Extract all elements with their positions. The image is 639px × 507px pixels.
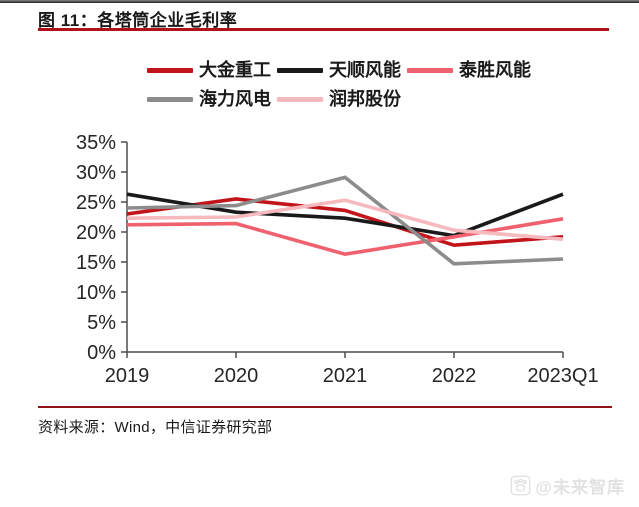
y-tick-label: 25% <box>76 192 116 214</box>
legend-item-haili: 海力风电 <box>147 89 271 109</box>
legend-item-taisheng: 泰胜风能 <box>407 60 531 80</box>
legend-swatch-tianshun <box>277 67 323 73</box>
y-tick-label: 30% <box>76 162 116 184</box>
y-tick-label: 0% <box>87 342 116 364</box>
legend-row-2: 海力风电 润邦股份 <box>147 89 537 109</box>
x-tick-label: 2023Q1 <box>527 365 598 387</box>
series-line-4 <box>126 198 564 241</box>
page-title: 图 11：各塔筒企业毛利率 <box>38 11 238 30</box>
watermark: @未来智库 <box>510 473 625 498</box>
x-tick-label: 2021 <box>323 365 368 387</box>
paw-icon <box>511 475 531 496</box>
footer-rule <box>38 406 612 408</box>
y-tick-label: 35% <box>76 132 116 154</box>
legend-swatch-taisheng <box>407 67 453 73</box>
y-tick-label: 20% <box>76 222 116 244</box>
series-line-0 <box>126 197 564 248</box>
legend-label-haili: 海力风电 <box>199 89 271 109</box>
legend-swatch-runbang <box>277 96 323 102</box>
y-tick-label: 10% <box>76 282 116 304</box>
legend-label-tianshun: 天顺风能 <box>329 60 401 80</box>
x-tick-label: 2020 <box>214 365 259 387</box>
x-tick-label: 2019 <box>105 365 150 387</box>
series-line-2 <box>126 217 564 257</box>
legend-label-taisheng: 泰胜风能 <box>459 60 531 80</box>
chart-legend: 大金重工 天顺风能 泰胜风能 海力风电 润邦股份 <box>147 60 537 109</box>
legend-item-dajin: 大金重工 <box>147 60 271 80</box>
watermark-text: @未来智库 <box>535 478 625 497</box>
page-top-border <box>0 0 639 3</box>
y-tick-label: 5% <box>87 312 116 334</box>
legend-item-tianshun: 天顺风能 <box>277 60 401 80</box>
title-underline-rule <box>38 28 609 31</box>
legend-swatch-haili <box>147 96 193 102</box>
legend-label-dajin: 大金重工 <box>199 60 271 80</box>
legend-row-1: 大金重工 天顺风能 泰胜风能 <box>147 60 537 80</box>
legend-label-runbang: 润邦股份 <box>329 89 401 109</box>
axes <box>126 142 563 353</box>
y-tick-label: 15% <box>76 252 116 274</box>
series-line-3 <box>126 175 564 266</box>
source-note: 资料来源：Wind，中信证券研究部 <box>38 419 273 436</box>
legend-swatch-dajin <box>147 67 193 73</box>
legend-item-runbang: 润邦股份 <box>277 89 401 109</box>
x-tick-label: 2022 <box>432 365 477 387</box>
